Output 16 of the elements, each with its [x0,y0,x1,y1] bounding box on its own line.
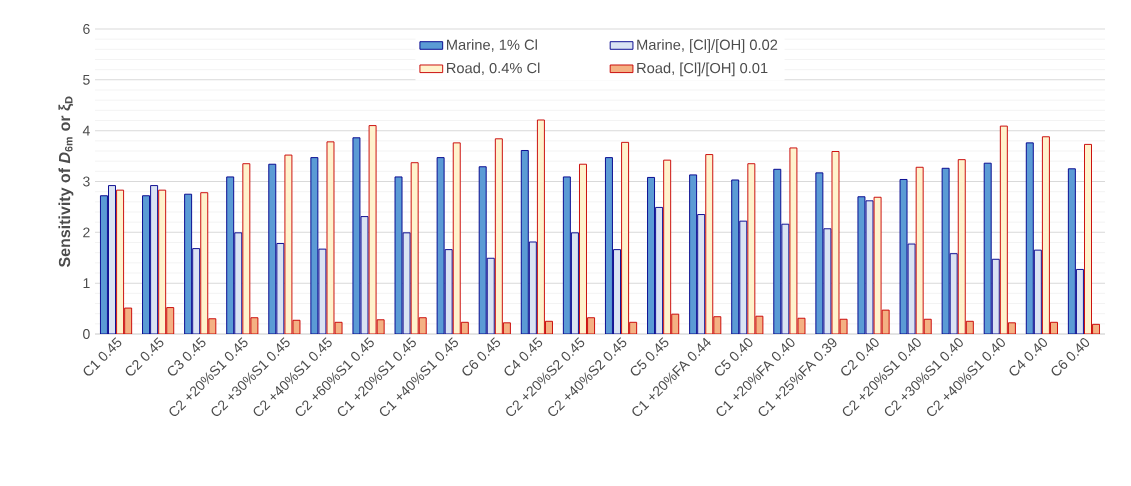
x-tick-label: C4 0.40 [1009,338,1048,376]
y-tick-label: 5 [83,74,90,85]
legend-label: Road, 0.4% Cl [447,62,540,75]
y-tick-label: 4 [82,125,90,136]
y-tick-label: 1 [83,278,90,288]
legend-label: Road, [Cl]/[OH] 0.01 [637,62,768,77]
x-tick-label: C2 0.40 [841,338,879,376]
legend-label: Marine, 1% Cl [447,39,537,52]
y-tick-label: 0 [83,329,90,339]
y-tick-label: 6 [83,24,90,34]
y-axis-title: Sensitivity of D$_{6m}$ or ξ$_{D}$ [58,96,74,268]
legend-label: Marine, [Cl]/[OH] 0.02 [637,39,778,53]
y-tick-label: 2 [83,227,90,238]
x-tick-label: C5 0.40 [714,338,753,376]
x-tick-label: C6 0.40 [1051,338,1090,376]
y-tick-label: 3 [83,176,90,187]
